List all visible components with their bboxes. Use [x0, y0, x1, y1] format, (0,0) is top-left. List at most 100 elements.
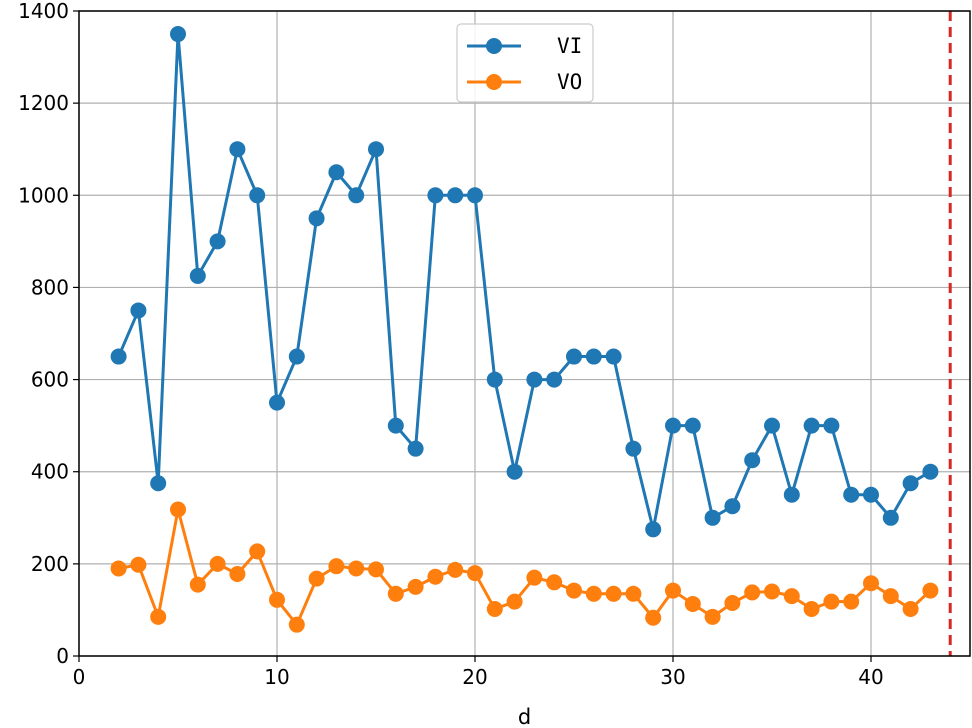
x-tick-label: 0 — [73, 665, 86, 689]
data-point-vi — [447, 187, 464, 204]
data-point-vo — [526, 569, 543, 586]
plot-frame — [78, 10, 971, 657]
data-point-vo — [110, 560, 127, 577]
data-point-vo — [922, 582, 939, 599]
data-point-vi — [486, 371, 503, 388]
data-point-vi — [704, 509, 721, 526]
data-point-vi — [645, 521, 662, 538]
data-point-vi — [922, 463, 939, 480]
data-point-vo — [585, 585, 602, 602]
y-tick-label: 1200 — [18, 91, 69, 115]
data-point-vi — [882, 509, 899, 526]
data-point-vo — [348, 560, 365, 577]
legend-item-vo[interactable]: VO — [467, 70, 582, 94]
y-tick-label: 400 — [31, 460, 69, 484]
data-point-vo — [506, 593, 523, 610]
data-point-vi — [625, 440, 642, 457]
data-point-vo — [645, 609, 662, 626]
data-point-vi — [506, 463, 523, 480]
data-point-vi — [843, 486, 860, 503]
data-point-vi — [863, 486, 879, 503]
data-point-vo — [189, 576, 206, 593]
series-vi — [110, 26, 939, 538]
series-layer — [110, 26, 939, 633]
data-point-vi — [783, 486, 800, 503]
legend-item-vi[interactable]: VI — [467, 34, 582, 58]
data-point-vi — [823, 417, 840, 434]
data-point-vo — [229, 565, 246, 582]
legend[interactable]: VI VO — [456, 23, 594, 103]
data-point-vo — [249, 543, 266, 560]
x-tick-label: 20 — [462, 665, 487, 689]
data-point-vo — [269, 591, 285, 608]
data-point-vo — [665, 582, 681, 599]
data-point-vi — [566, 348, 582, 365]
data-point-vi — [387, 417, 404, 434]
data-point-vi — [209, 233, 226, 250]
data-point-vi — [764, 417, 780, 434]
data-point-vo — [387, 585, 404, 602]
data-point-vi — [803, 417, 820, 434]
data-point-vi — [288, 348, 305, 365]
data-point-vi — [189, 267, 206, 284]
data-point-vi — [724, 498, 741, 515]
data-point-vo — [368, 561, 384, 578]
data-point-vo — [546, 574, 563, 591]
data-point-vo — [863, 575, 879, 592]
data-point-vo — [328, 558, 345, 575]
data-point-vi — [665, 417, 681, 434]
data-point-vo — [467, 565, 483, 582]
data-point-vo — [902, 601, 919, 618]
data-point-vi — [170, 26, 186, 43]
data-point-vo — [704, 608, 721, 625]
data-point-vo — [308, 570, 325, 587]
data-point-vi — [546, 371, 563, 388]
data-point-vi — [526, 371, 543, 388]
data-point-vo — [288, 616, 305, 633]
data-point-vi — [150, 475, 167, 492]
data-point-vo — [882, 588, 899, 605]
data-point-vi — [744, 452, 761, 469]
legend-marker-vi — [486, 38, 502, 54]
data-point-vi — [684, 417, 701, 434]
legend-label-vo: VO — [557, 70, 582, 94]
data-point-vo — [823, 593, 840, 610]
legend-marker-vo — [486, 74, 502, 90]
data-point-vi — [427, 187, 444, 204]
data-point-vi — [308, 210, 325, 227]
data-point-vi — [110, 348, 127, 365]
data-point-vo — [209, 555, 226, 572]
data-point-vi — [328, 164, 345, 181]
data-point-vo — [724, 595, 741, 612]
data-point-vo — [170, 501, 186, 518]
y-tick-label: 1000 — [18, 183, 69, 207]
data-point-vo — [150, 608, 167, 625]
data-point-vi — [249, 187, 266, 204]
data-point-vo — [605, 585, 622, 602]
x-tick-label: 10 — [264, 665, 289, 689]
data-point-vo — [843, 593, 860, 610]
data-point-vo — [447, 561, 464, 578]
x-axis-label: d — [518, 705, 531, 728]
legend-label-vi: VI — [557, 34, 582, 58]
data-point-vi — [407, 440, 424, 457]
data-point-vo — [625, 585, 642, 602]
data-point-vo — [427, 568, 444, 585]
series-vo — [110, 501, 939, 633]
x-tick-label: 40 — [858, 665, 883, 689]
series-line-vi — [117, 32, 932, 531]
data-point-vo — [803, 601, 820, 618]
data-point-vo — [486, 601, 503, 618]
data-point-vo — [783, 588, 800, 605]
data-point-vi — [585, 348, 602, 365]
data-point-vi — [348, 187, 365, 204]
data-point-vi — [368, 141, 384, 158]
y-tick-label: 600 — [31, 368, 69, 392]
data-point-vi — [130, 302, 147, 319]
data-point-vi — [269, 394, 285, 411]
y-tick-label: 1400 — [18, 0, 69, 23]
data-point-vi — [467, 187, 483, 204]
